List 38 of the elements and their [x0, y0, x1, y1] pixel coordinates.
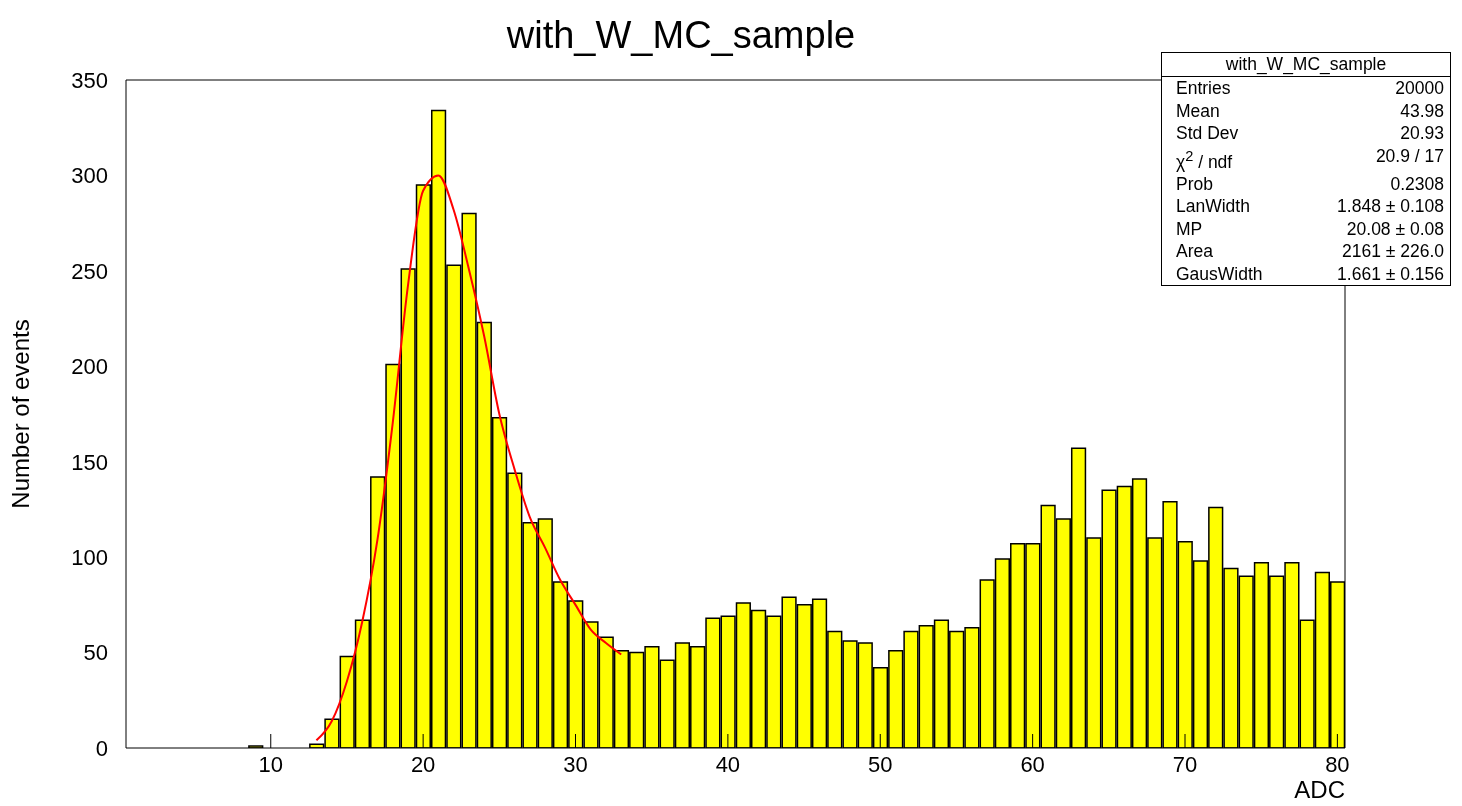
- x-tick-label: 20: [410, 751, 436, 777]
- annotation: Area: [1176, 240, 1213, 263]
- y-tick-label: 100: [71, 544, 108, 570]
- y-tick-label: 150: [71, 449, 108, 475]
- text: 20.08 ± 0.08: [1346, 217, 1444, 241]
- x-tick-label: 30: [563, 751, 588, 777]
- annotation: MP: [1176, 217, 1203, 241]
- x-tick-label: 40: [715, 751, 741, 777]
- text: 43.98: [1400, 99, 1444, 122]
- annotation: Mean: [1176, 99, 1220, 122]
- x-tick-label: 60: [1020, 751, 1045, 777]
- y-tick-label: 0: [95, 735, 108, 761]
- annotation: Std Dev: [1176, 122, 1239, 145]
- x-tick-label: 70: [1172, 751, 1198, 777]
- y-axis-title: Number of events: [6, 319, 34, 509]
- annotation: 1.661 ± 0.156: [1337, 262, 1444, 286]
- chart-title: with_W_MC_sample: [506, 14, 856, 56]
- text: 20000: [1395, 77, 1444, 100]
- y-tick-label: 200: [71, 354, 108, 380]
- annotation: Prob: [1176, 172, 1213, 196]
- x-tick-label: 10: [258, 751, 283, 777]
- x-tick-label: 50: [868, 751, 893, 777]
- annotation: GausWidth: [1176, 262, 1263, 286]
- annotation: LanWidth: [1176, 195, 1250, 218]
- annotation: 2161 ± 226.0: [1341, 240, 1444, 263]
- text: 0.2308: [1390, 172, 1444, 196]
- text: 20.93: [1400, 122, 1444, 145]
- x-axis-title: ADC: [1294, 776, 1345, 803]
- text: 20.9 / 17: [1375, 144, 1444, 168]
- y-tick-label: 350: [71, 67, 108, 93]
- annotation: χ$^{2}$ / ndf: [1176, 146, 1233, 173]
- annotation: Entries: [1176, 77, 1231, 100]
- y-tick-label: 50: [83, 640, 108, 666]
- x-tick-label: 80: [1325, 751, 1350, 777]
- y-tick-label: 300: [71, 163, 108, 189]
- text: with_W_MC_sample: [1162, 53, 1450, 77]
- annotation: 1.848 ± 0.108: [1337, 195, 1444, 218]
- y-tick-label: 250: [71, 258, 108, 284]
